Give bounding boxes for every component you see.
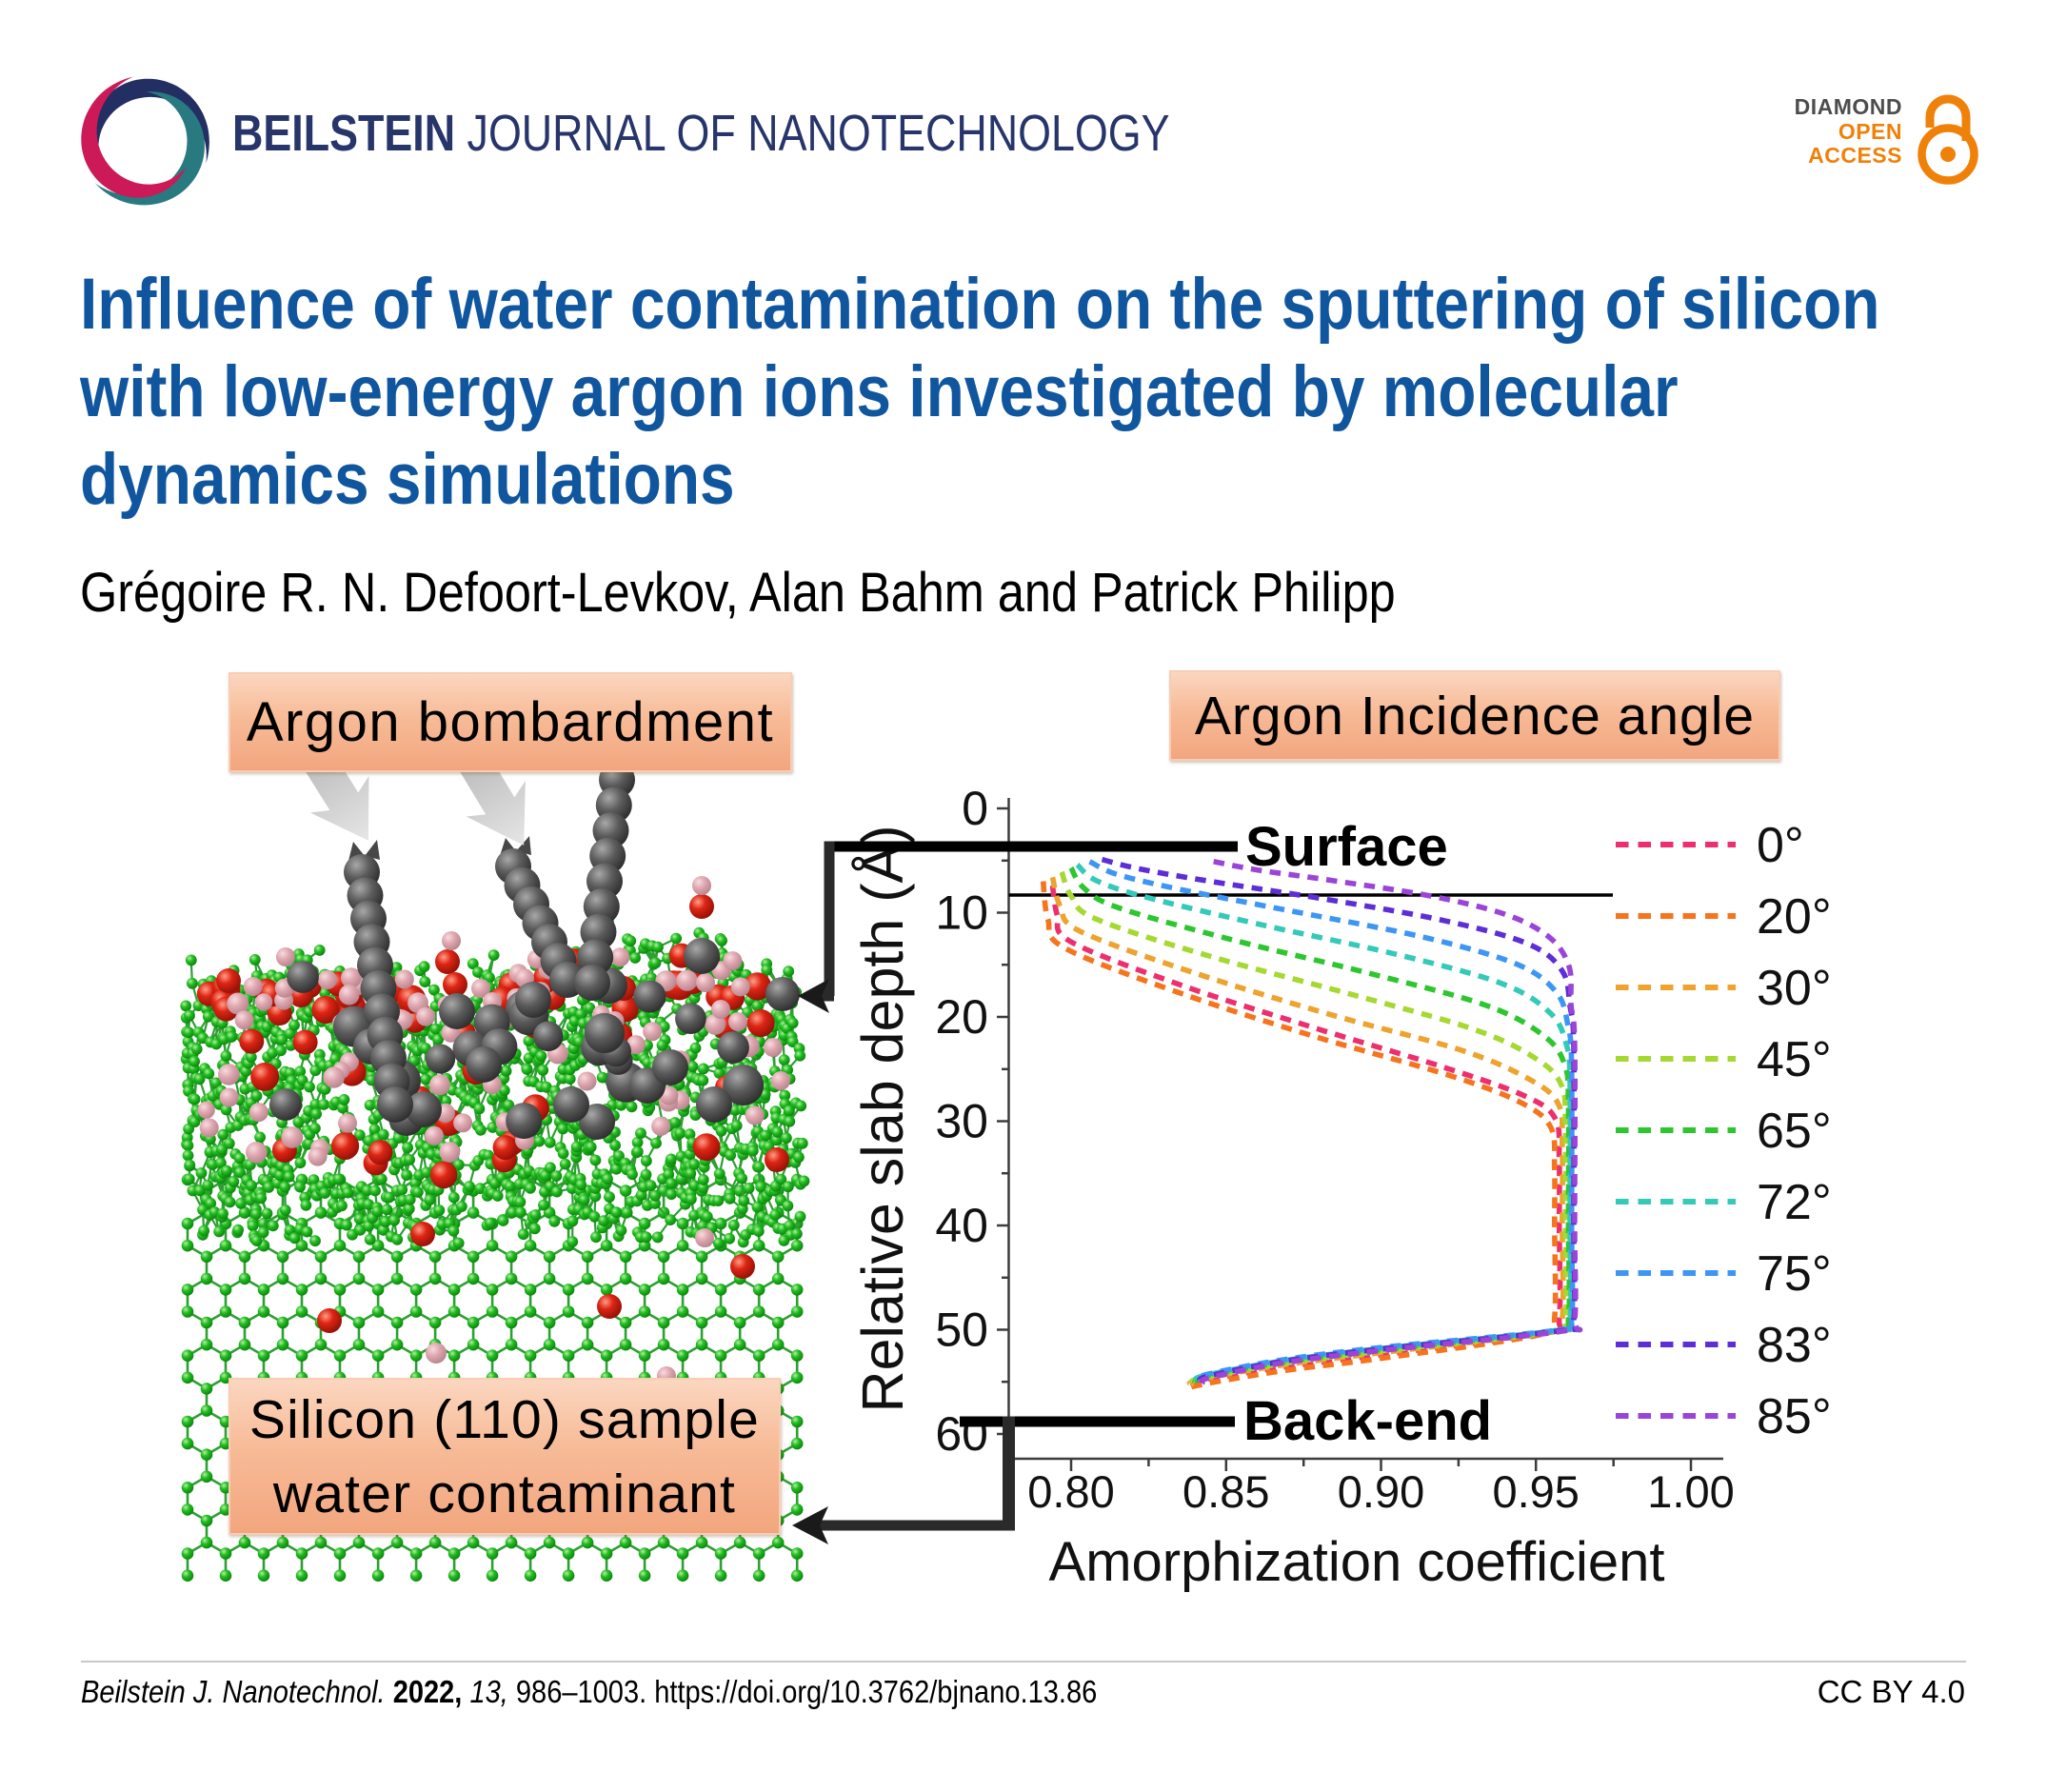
svg-text:75°: 75° bbox=[1757, 1246, 1832, 1302]
svg-text:1.00: 1.00 bbox=[1647, 1466, 1734, 1517]
svg-text:Back-end: Back-end bbox=[1243, 1390, 1492, 1452]
svg-text:0.90: 0.90 bbox=[1338, 1466, 1424, 1517]
svg-text:40: 40 bbox=[935, 1199, 988, 1252]
svg-text:72°: 72° bbox=[1757, 1175, 1832, 1230]
svg-text:45°: 45° bbox=[1757, 1032, 1832, 1087]
svg-text:Amorphization coefficient: Amorphization coefficient bbox=[1049, 1531, 1665, 1593]
svg-text:0°: 0° bbox=[1757, 818, 1804, 873]
svg-text:50: 50 bbox=[935, 1304, 988, 1357]
svg-text:10: 10 bbox=[935, 886, 988, 940]
svg-text:0: 0 bbox=[962, 782, 988, 835]
svg-text:20°: 20° bbox=[1757, 889, 1832, 945]
svg-text:Surface: Surface bbox=[1245, 816, 1448, 878]
svg-text:30: 30 bbox=[935, 1095, 988, 1148]
svg-text:30°: 30° bbox=[1757, 961, 1832, 1016]
svg-text:83°: 83° bbox=[1757, 1318, 1832, 1373]
svg-text:60: 60 bbox=[935, 1407, 988, 1461]
svg-text:0.80: 0.80 bbox=[1027, 1466, 1114, 1517]
svg-text:20: 20 bbox=[935, 990, 988, 1044]
svg-text:0.85: 0.85 bbox=[1182, 1466, 1269, 1517]
svg-text:0.95: 0.95 bbox=[1492, 1466, 1579, 1517]
svg-text:65°: 65° bbox=[1757, 1104, 1832, 1159]
svg-text:Relative slab depth (Å): Relative slab depth (Å) bbox=[850, 825, 915, 1412]
svg-text:85°: 85° bbox=[1757, 1389, 1832, 1444]
